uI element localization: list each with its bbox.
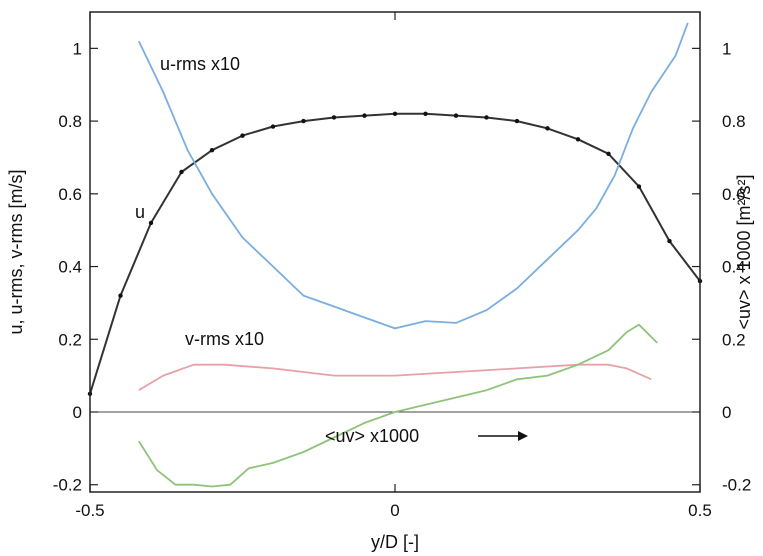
y-tick-label: 0 — [73, 403, 82, 422]
y-tick-label: 0.4 — [58, 258, 82, 277]
x-tick-label: 0 — [390, 501, 399, 520]
data-point-u — [392, 111, 398, 117]
y2-tick-label: 0 — [722, 403, 731, 422]
annotation-arrow-head — [518, 431, 528, 441]
series-group — [87, 22, 703, 488]
y-tick-label: 0.6 — [58, 185, 82, 204]
data-point-u — [209, 147, 215, 153]
data-point-u — [606, 151, 611, 157]
data-point-u — [575, 137, 581, 142]
data-point-u — [179, 169, 184, 175]
annotation-label: u-rms x10 — [160, 54, 240, 74]
data-point-u — [301, 118, 306, 124]
annotations: u-rms x10 u v-rms x10 <uv> x1000 — [135, 54, 528, 446]
y-tick-label: -0.2 — [53, 476, 82, 495]
y-axis-title: u, u-rms, v-rms [m/s] — [6, 170, 26, 335]
y2-tick-label: 0.2 — [722, 330, 746, 349]
data-point-u — [484, 115, 489, 120]
data-point-u — [148, 220, 154, 226]
data-point-u — [118, 293, 123, 298]
series-line-u-rms-x10 — [137, 22, 689, 330]
series-line-uv-x1000 — [138, 323, 658, 488]
y2-tick-label: 1 — [722, 39, 731, 58]
y2-tick-label: 0.8 — [722, 112, 746, 131]
data-point-u — [453, 113, 459, 118]
y2-tick-label: 0.4 — [722, 258, 746, 277]
plot-frame — [89, 11, 701, 493]
ticks-group: -0.5 0 0.5 -0.2 -0.2 0 0 0.2 0.2 0.4 0.4 0.6 0.6 0.8 0… — [53, 12, 751, 520]
y2-tick-label: -0.2 — [722, 476, 751, 495]
data-point-u — [667, 238, 672, 244]
x-tick-label: 0.5 — [688, 501, 712, 520]
y2-axis-title: <uv> x 1000 [m²/s²] — [734, 174, 754, 329]
y-tick-label: 1 — [73, 39, 82, 58]
annotation-label: v-rms x10 — [185, 329, 264, 349]
x-tick-label: -0.5 — [75, 501, 104, 520]
data-point-u — [270, 124, 276, 129]
series-line-v-rms-x10 — [138, 363, 652, 391]
data-point-u — [240, 133, 245, 138]
data-point-u — [514, 118, 520, 124]
data-point-u — [423, 111, 428, 117]
y2-tick-label: 0.6 — [722, 185, 746, 204]
x-axis-title: y/D [-] — [371, 532, 419, 552]
data-point-u — [331, 115, 337, 120]
annotation-label: u — [135, 202, 145, 222]
annotation-label: <uv> x1000 — [325, 426, 419, 446]
data-point-u — [545, 126, 550, 131]
y-tick-label: 0.8 — [58, 112, 82, 131]
data-point-u — [636, 184, 642, 189]
data-point-u — [362, 113, 367, 118]
y-tick-label: 0.2 — [58, 330, 82, 349]
